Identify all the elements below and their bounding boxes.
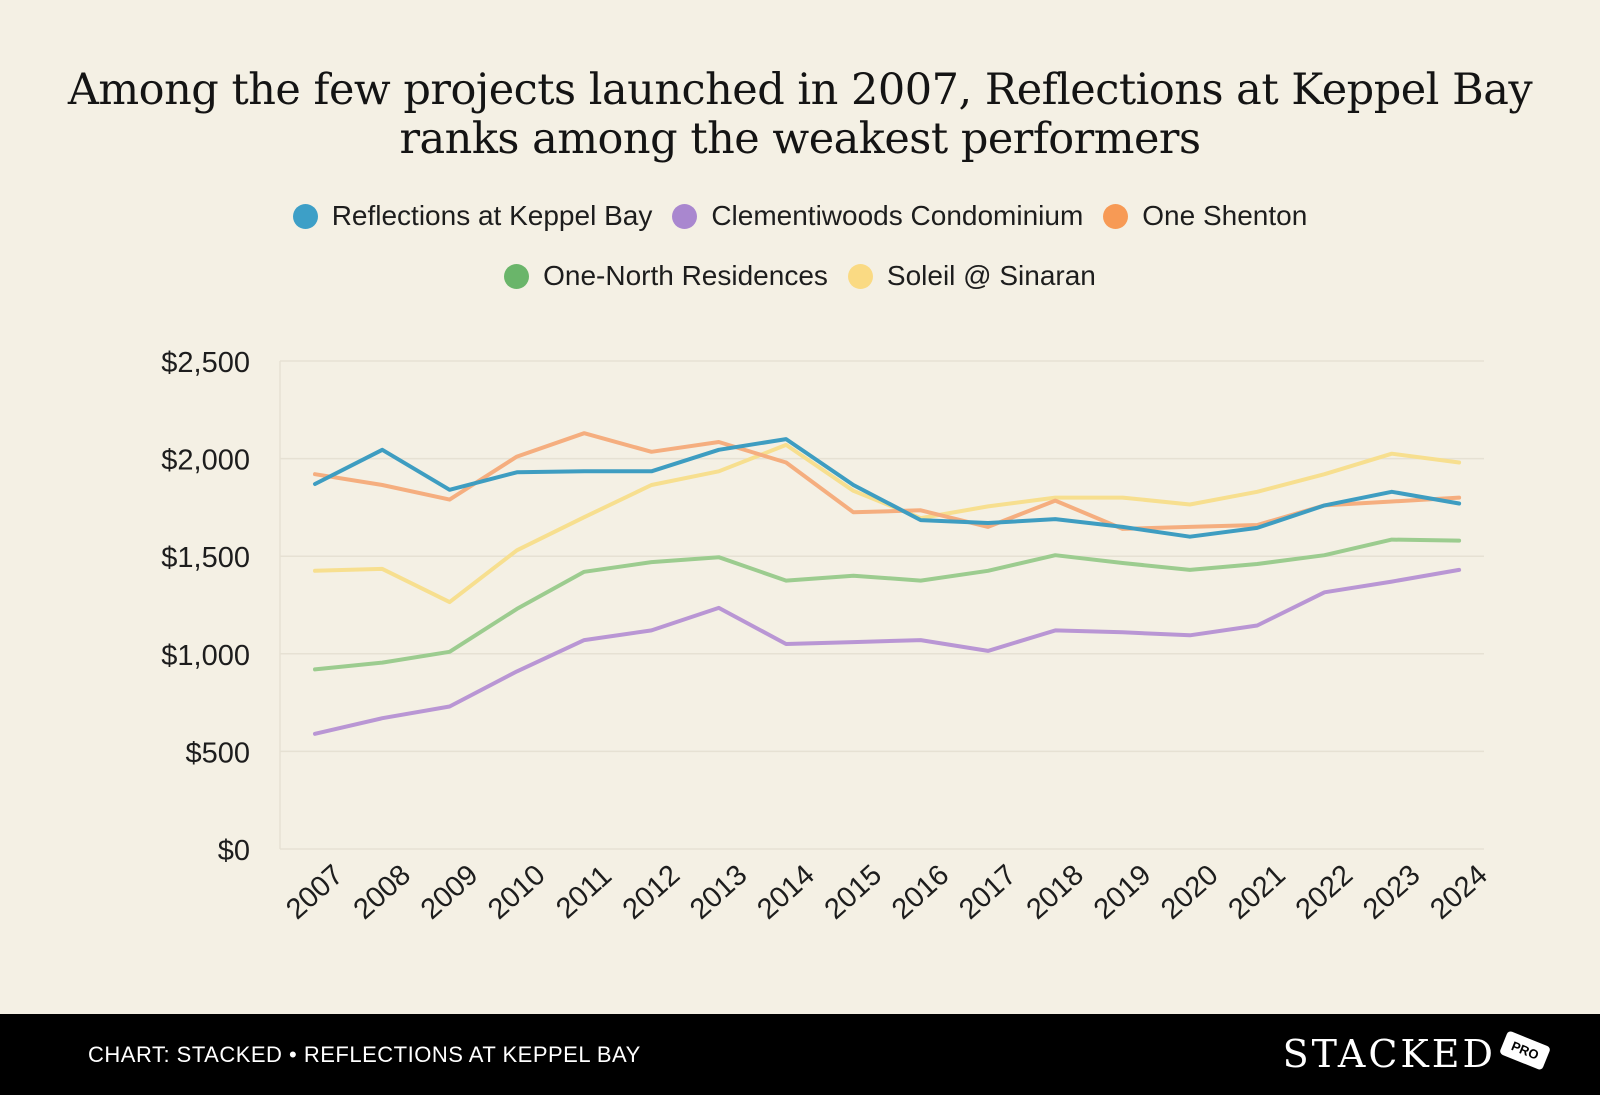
legend-item-clementiwoods[interactable]: Clementiwoods Condominium (672, 200, 1083, 232)
x-tick-label: 2021 (1222, 859, 1291, 926)
brand-logo: STACKED (1282, 1032, 1496, 1076)
legend-label-one-north: One-North Residences (543, 260, 828, 291)
x-tick-label: 2007 (280, 859, 349, 926)
legend-swatch-one-north (504, 263, 530, 289)
chart-title-line-1: Among the few projects launched in 2007,… (67, 65, 1533, 115)
legend-item-one-north[interactable]: One-North Residences (504, 260, 828, 292)
y-tick-label: $1,500 (161, 542, 250, 574)
x-tick-label: 2011 (550, 860, 618, 926)
legend-item-one-shenton[interactable]: One Shenton (1103, 200, 1307, 232)
legend-item-soleil[interactable]: Soleil @ Sinaran (847, 260, 1096, 292)
line-chart: $0$500$1,000$1,500$2,000$2,5002007200820… (161, 347, 1493, 926)
x-tick-label: 2010 (482, 859, 551, 926)
x-tick-label: 2022 (1290, 859, 1359, 926)
legend-swatch-one-shenton (1103, 203, 1129, 229)
y-tick-label: $1,000 (161, 640, 250, 672)
x-tick-label: 2014 (751, 859, 820, 926)
chart-title: Among the few projects launched in 2007,… (0, 66, 1600, 164)
y-tick-label: $2,000 (161, 445, 250, 477)
legend-row-1: Reflections at Keppel Bay Clementiwoods … (0, 200, 1600, 232)
x-tick-label: 2024 (1424, 859, 1493, 926)
x-tick-label: 2009 (415, 859, 484, 926)
x-tick-label: 2008 (348, 859, 417, 926)
x-tick-label: 2020 (1155, 859, 1224, 926)
pro-badge: PRO (1498, 1030, 1552, 1071)
x-tick-label: 2016 (886, 859, 955, 926)
y-tick-label: $2,500 (161, 347, 250, 379)
series-line-one-north-residences (313, 537, 1462, 672)
legend-label-soleil: Soleil @ Sinaran (886, 260, 1096, 291)
legend-swatch-soleil (847, 263, 873, 289)
legend-row-2: One-North Residences Soleil @ Sinaran (0, 260, 1600, 292)
legend-label-clementiwoods: Clementiwoods Condominium (711, 200, 1084, 231)
legend-swatch-reflections (292, 203, 318, 229)
x-tick-label: 2015 (819, 859, 888, 926)
y-tick-label: $0 (218, 835, 250, 867)
x-tick-label: 2017 (953, 859, 1022, 926)
chart-title-line-2: ranks among the weakest performers (399, 114, 1201, 164)
x-tick-label: 2023 (1357, 859, 1426, 926)
footer-bar: CHART: STACKED • REFLECTIONS AT KEPPEL B… (0, 1014, 1600, 1095)
x-tick-label: 2013 (684, 859, 753, 926)
legend-swatch-clementiwoods (672, 203, 698, 229)
footer-source-text: CHART: STACKED • REFLECTIONS AT KEPPEL B… (88, 1042, 641, 1067)
legend-item-reflections[interactable]: Reflections at Keppel Bay (292, 200, 653, 232)
x-tick-label: 2018 (1021, 859, 1090, 926)
x-tick-label: 2012 (617, 859, 686, 926)
series-line-reflections-at-keppel-bay (313, 437, 1462, 539)
legend-label-one-shenton: One Shenton (1142, 200, 1308, 231)
series-line-clementiwoods-condominium (313, 567, 1462, 736)
legend-label-reflections: Reflections at Keppel Bay (331, 200, 653, 231)
y-tick-label: $500 (185, 737, 250, 769)
x-tick-label: 2019 (1088, 859, 1157, 926)
series-line-one-shenton (313, 431, 1462, 531)
